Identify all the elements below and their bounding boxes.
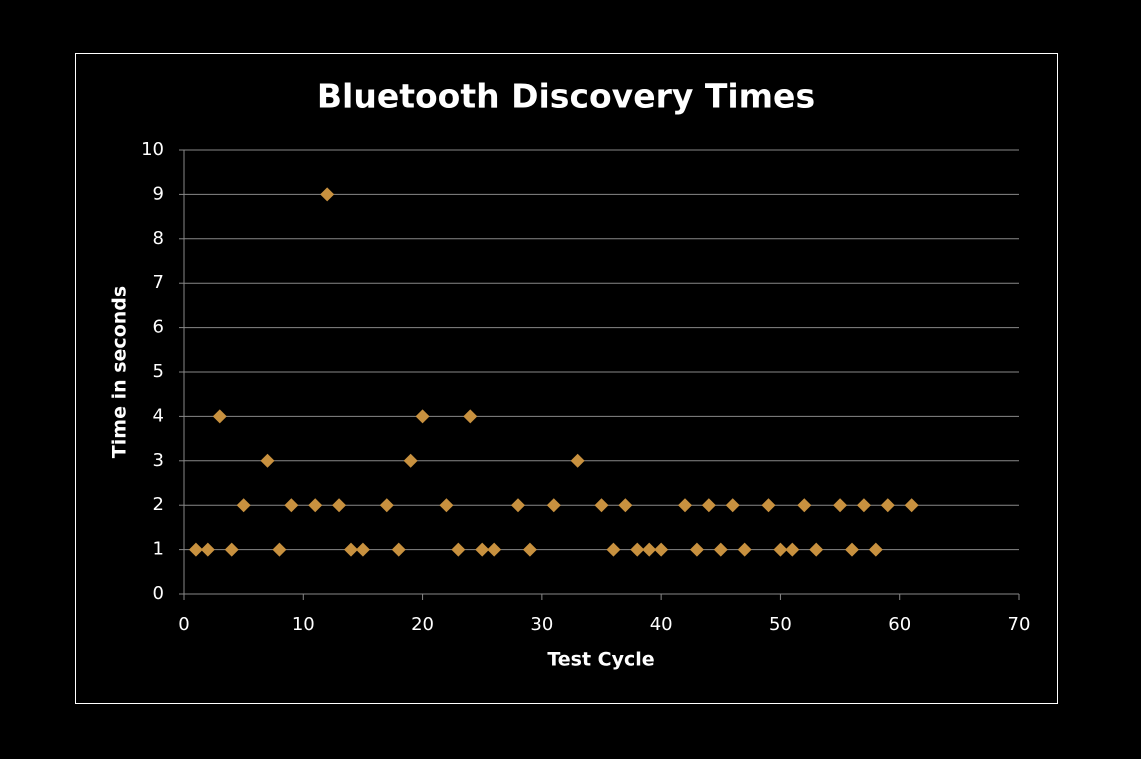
data-point — [224, 542, 239, 557]
data-point — [856, 498, 871, 513]
data-point — [511, 498, 525, 513]
data-point — [403, 453, 418, 468]
data-point — [391, 542, 406, 557]
x-tick-label: 10 — [292, 614, 315, 635]
y-tick-label: 2 — [153, 494, 164, 515]
data-point — [200, 542, 215, 557]
y-tick-label: 10 — [141, 139, 164, 160]
data-point — [809, 542, 824, 557]
y-tick-label: 8 — [153, 228, 164, 249]
data-point — [868, 542, 883, 557]
data-point — [212, 409, 227, 424]
data-point — [594, 498, 609, 513]
chart-frame — [75, 53, 1058, 704]
data-point — [618, 498, 633, 513]
y-tick-label: 0 — [153, 583, 164, 604]
y-tick-label: 7 — [153, 272, 164, 293]
data-point — [355, 542, 370, 557]
data-point — [845, 542, 859, 557]
data-point — [284, 498, 299, 513]
data-point — [260, 453, 275, 468]
x-tick-label: 30 — [530, 614, 553, 635]
data-point — [737, 542, 752, 557]
x-axis-title: Test Cycle — [547, 649, 654, 671]
data-point — [761, 498, 776, 513]
data-point — [606, 542, 621, 557]
data-point — [332, 498, 347, 513]
y-tick-label: 5 — [153, 361, 164, 382]
x-tick-label: 70 — [1008, 614, 1031, 635]
data-point — [678, 498, 692, 513]
data-point — [308, 498, 323, 513]
data-point — [713, 542, 728, 557]
data-point — [570, 453, 585, 468]
data-point — [546, 498, 561, 513]
data-point — [797, 498, 812, 513]
data-point — [463, 409, 478, 424]
y-axis-title: Time in seconds — [109, 286, 131, 458]
data-point — [415, 409, 430, 424]
y-tick-label: 3 — [153, 450, 164, 471]
y-tick-label: 6 — [153, 317, 164, 338]
data-point — [451, 542, 466, 557]
data-point — [344, 542, 358, 557]
x-tick-label: 40 — [650, 614, 673, 635]
x-tick-label: 60 — [888, 614, 911, 635]
data-point — [188, 542, 203, 557]
data-point — [236, 498, 251, 513]
data-point — [701, 498, 716, 513]
data-point — [522, 542, 537, 557]
data-point — [320, 187, 335, 202]
chart-title: Bluetooth Discovery Times — [317, 77, 815, 116]
data-point — [689, 542, 704, 557]
x-tick-label: 50 — [769, 614, 792, 635]
data-point — [904, 498, 919, 513]
data-point — [654, 542, 669, 557]
y-tick-label: 4 — [153, 405, 164, 426]
data-point — [725, 498, 740, 513]
y-tick-label: 1 — [153, 539, 164, 560]
y-tick-label: 9 — [153, 183, 164, 204]
data-point — [379, 498, 394, 513]
data-point — [773, 542, 788, 557]
data-point — [439, 498, 454, 513]
data-point — [833, 498, 848, 513]
data-point — [785, 542, 800, 557]
data-point — [487, 542, 502, 557]
data-point — [880, 498, 895, 513]
data-point — [630, 542, 645, 557]
data-point — [272, 542, 287, 557]
data-point — [642, 542, 657, 557]
x-tick-label: 20 — [411, 614, 434, 635]
data-point — [475, 542, 490, 557]
x-tick-label: 0 — [178, 614, 189, 635]
